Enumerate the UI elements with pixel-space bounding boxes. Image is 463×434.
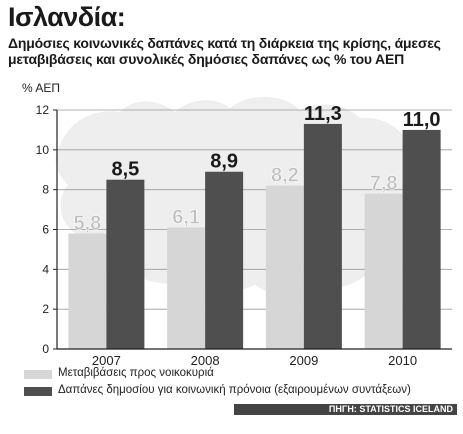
y-tick-label: 6 bbox=[42, 223, 49, 237]
legend-label-transfers: Μεταβιβάσεις προς νοικοκυριά bbox=[58, 367, 214, 379]
bar-transfers bbox=[68, 233, 107, 349]
data-label: 11,0 bbox=[403, 109, 441, 131]
bar-welfare bbox=[303, 123, 342, 349]
bar-transfers bbox=[265, 185, 304, 349]
legend-swatch-dark bbox=[24, 387, 52, 396]
x-tick-label: 2007 bbox=[92, 353, 121, 368]
y-tick-label: 12 bbox=[36, 103, 50, 117]
data-label: 5,8 bbox=[73, 212, 101, 234]
data-label: 11,3 bbox=[304, 103, 342, 125]
y-axis-label: % ΑΕΠ bbox=[22, 81, 60, 95]
bar-transfers bbox=[167, 227, 206, 349]
bar-welfare bbox=[205, 171, 244, 349]
y-tick-label: 10 bbox=[36, 143, 50, 157]
y-tick-label: 8 bbox=[42, 183, 49, 197]
y-axis-ticks: 0 2 4 6 8 10 12 bbox=[36, 103, 57, 356]
x-axis-ticks: 2007 2008 2009 2010 bbox=[92, 353, 417, 368]
x-tick-label: 2010 bbox=[388, 353, 417, 368]
legend-swatch-light bbox=[24, 370, 52, 379]
bars bbox=[68, 123, 441, 349]
y-tick-label: 2 bbox=[42, 302, 49, 316]
y-tick-label: 4 bbox=[42, 262, 49, 276]
source-bar: ΠΗΓΗ: STATISTICS ICELAND bbox=[234, 404, 457, 415]
source-credit: ΠΗΓΗ: STATISTICS ICELAND bbox=[328, 404, 453, 414]
legend-label-welfare: Δαπάνες δημοσίου για κοινωνική πρόνοια (… bbox=[58, 384, 411, 396]
chart-title: Ισλανδία: bbox=[8, 2, 126, 32]
bar-welfare bbox=[106, 179, 145, 349]
bar-value-labels: 5,8 8,5 6,1 8,9 8,2 11,3 7,8 11,0 bbox=[73, 103, 440, 235]
data-label: 7,8 bbox=[370, 173, 398, 195]
x-tick-label: 2008 bbox=[191, 353, 220, 368]
x-tick-label: 2009 bbox=[289, 353, 318, 368]
chart-subtitle: Δημόσιες κοινωνικές δαπάνες κατά τη διάρ… bbox=[8, 35, 441, 67]
y-tick-label: 0 bbox=[42, 342, 49, 356]
data-label: 8,2 bbox=[271, 165, 299, 187]
bar-welfare bbox=[402, 129, 441, 349]
data-label: 8,5 bbox=[111, 159, 139, 181]
bar-transfers bbox=[364, 193, 403, 349]
data-label: 8,9 bbox=[210, 151, 238, 173]
data-label: 6,1 bbox=[172, 207, 200, 229]
